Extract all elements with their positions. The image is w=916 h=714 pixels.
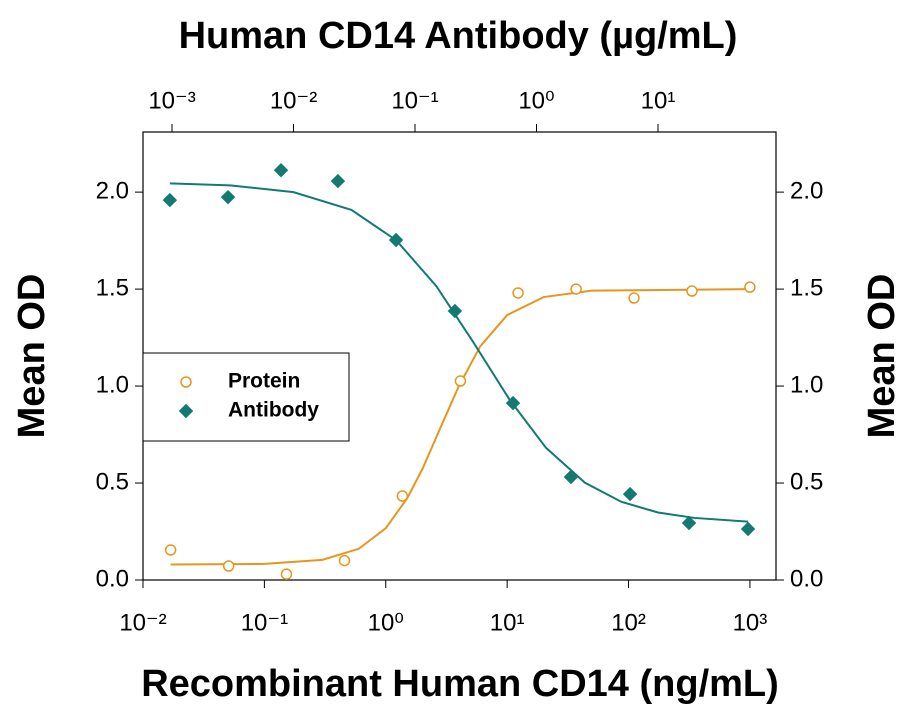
legend-label: Antibody (228, 399, 319, 422)
y-tick-label: 1.0 (96, 371, 129, 398)
diamond-marker (622, 486, 638, 502)
y2-tick-label: 1.0 (790, 371, 823, 398)
x2-tick-label: 10⁻² (270, 87, 317, 114)
x2-tick-label: 10⁻³ (148, 87, 195, 114)
x-tick-label: 10¹ (490, 609, 525, 636)
diamond-marker (681, 515, 697, 531)
circle-marker (396, 490, 409, 502)
circle-marker (512, 287, 524, 299)
y-axis-label: Mean OD (11, 274, 53, 439)
circle-marker (280, 568, 293, 580)
circle-marker (222, 560, 235, 572)
legend-label: Protein (228, 370, 300, 393)
legend-box (142, 352, 350, 442)
legend-marker (178, 403, 194, 419)
legend-marker (180, 376, 192, 388)
circle-marker (454, 375, 467, 387)
circle-marker (744, 281, 756, 293)
diamond-marker (162, 192, 178, 208)
fit-curve (170, 288, 750, 566)
circle-marker (628, 292, 640, 304)
x2-tick-label: 10¹ (641, 87, 676, 114)
y2-tick-label: 1.5 (790, 274, 823, 301)
y2-tick-label: 0.5 (790, 468, 823, 495)
circle-marker (686, 285, 698, 297)
fit-curve (169, 182, 749, 523)
diamond-marker (740, 521, 756, 537)
top-axis-label: Human CD14 Antibody (µg/mL) (179, 15, 738, 57)
y2-tick-label: 2.0 (790, 177, 823, 204)
x-tick-label: 10² (611, 609, 646, 636)
y2-tick-label: 0.0 (790, 565, 823, 592)
circle-marker (570, 283, 582, 295)
x-tick-label: 10³ (733, 609, 768, 636)
x-tick-label: 10⁰ (368, 609, 404, 636)
diamond-marker (388, 232, 404, 248)
y-tick-label: 2.0 (96, 177, 129, 204)
x2-tick-label: 10⁰ (518, 87, 554, 114)
diamond-marker (505, 395, 521, 411)
y2-axis-label: Mean OD (861, 274, 903, 439)
diamond-marker (330, 173, 346, 189)
y-tick-label: 1.5 (96, 274, 129, 301)
x-tick-label: 10⁻² (119, 609, 166, 636)
circle-marker (164, 544, 177, 556)
x2-tick-label: 10⁻¹ (391, 87, 438, 114)
y-tick-label: 0.5 (96, 468, 129, 495)
y-tick-label: 0.0 (96, 565, 129, 592)
diamond-marker (273, 162, 289, 178)
diamond-marker (563, 469, 579, 485)
diamond-marker (447, 303, 463, 319)
circle-marker (338, 554, 351, 567)
x-tick-label: 10⁻¹ (241, 609, 288, 636)
x-axis-label: Recombinant Human CD14 (ng/mL) (141, 663, 779, 705)
diamond-marker (220, 189, 236, 205)
